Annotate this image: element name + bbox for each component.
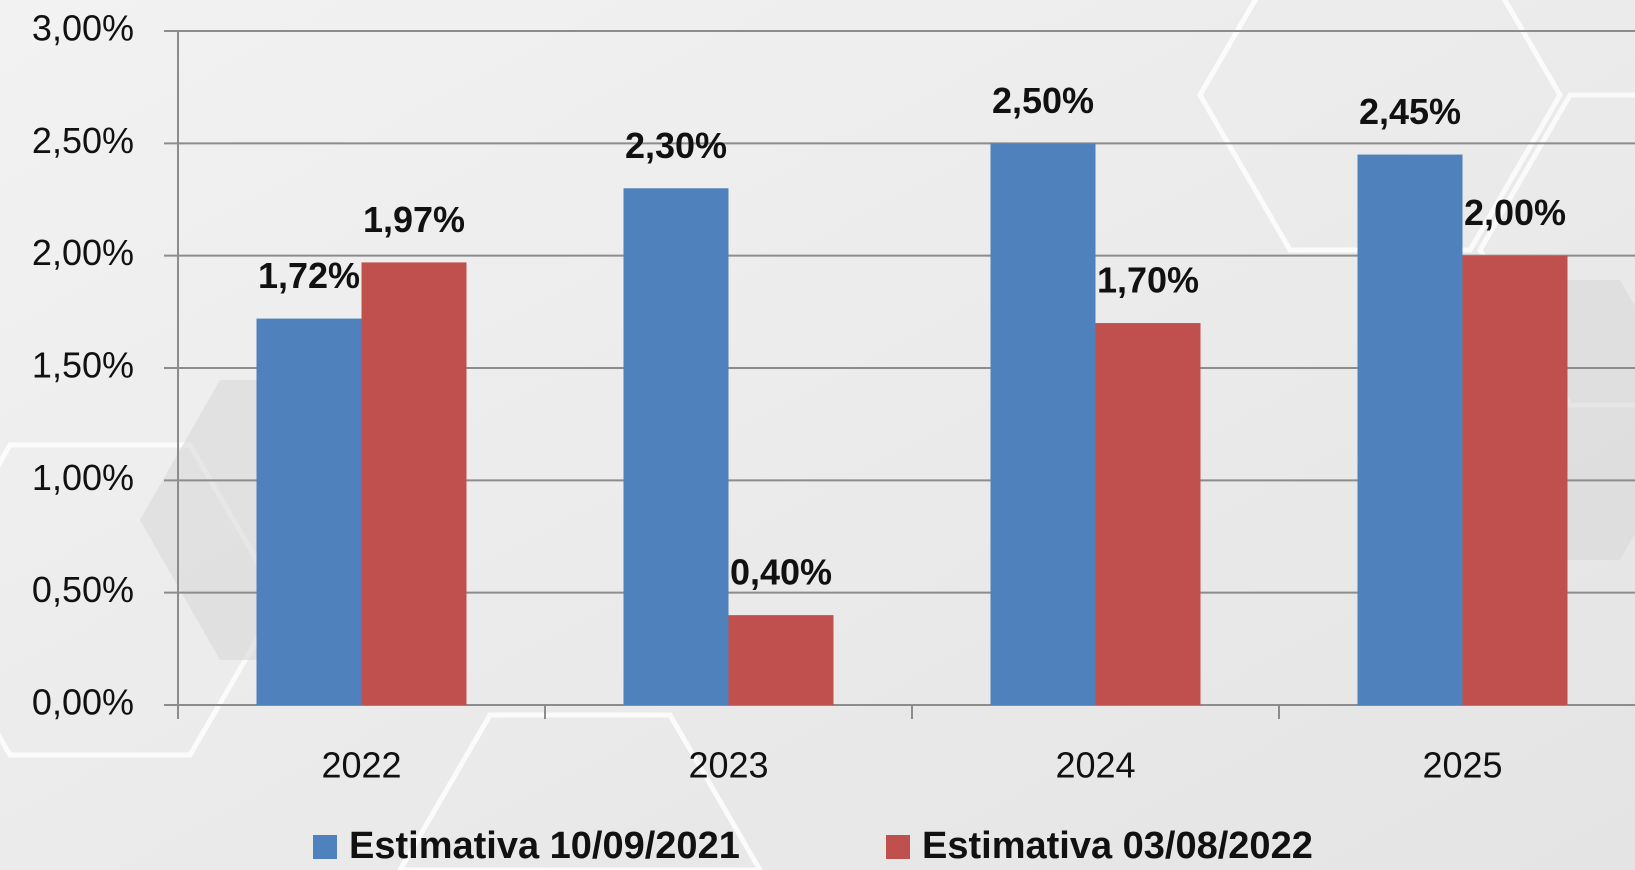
y-tick-label: 2,50% [32, 120, 134, 161]
x-tick-label: 2022 [321, 745, 401, 786]
y-tick-label: 0,50% [32, 569, 134, 610]
x-tick-label: 2023 [688, 745, 768, 786]
legend-label: Estimativa 10/09/2021 [349, 825, 740, 867]
bar [1095, 323, 1201, 705]
bar [990, 143, 1096, 706]
bar [361, 262, 467, 705]
bar [1357, 154, 1463, 706]
y-tick-label: 1,50% [32, 345, 134, 386]
data-label: 1,70% [1097, 260, 1199, 301]
y-tick-label: 3,00% [32, 8, 134, 49]
data-label: 2,45% [1359, 91, 1461, 132]
data-label: 1,97% [363, 199, 465, 240]
legend-swatch [313, 835, 337, 859]
x-tick-label: 2025 [1422, 745, 1502, 786]
data-label: 2,30% [625, 125, 727, 166]
legend-label: Estimativa 03/08/2022 [922, 825, 1313, 867]
data-label: 0,40% [730, 552, 832, 593]
legend-swatch [886, 835, 910, 859]
y-tick-label: 1,00% [32, 457, 134, 498]
bar [623, 188, 729, 705]
data-label: 2,00% [1464, 192, 1566, 233]
y-tick-label: 0,00% [32, 682, 134, 723]
legend: Estimativa 10/09/2021 Estimativa 03/08/20… [313, 825, 1313, 867]
bar [1462, 255, 1568, 705]
bar [256, 318, 362, 705]
x-tick-label: 2024 [1055, 745, 1135, 786]
bar [728, 615, 834, 705]
data-label: 1,72% [258, 255, 360, 296]
data-label: 2,50% [992, 80, 1094, 121]
plot-area: 0,00% 0,50% 1,00% 1,50% 2,00% 2,50% 3,00% 2022 1… [32, 8, 1635, 786]
y-tick-label: 2,00% [32, 232, 134, 273]
